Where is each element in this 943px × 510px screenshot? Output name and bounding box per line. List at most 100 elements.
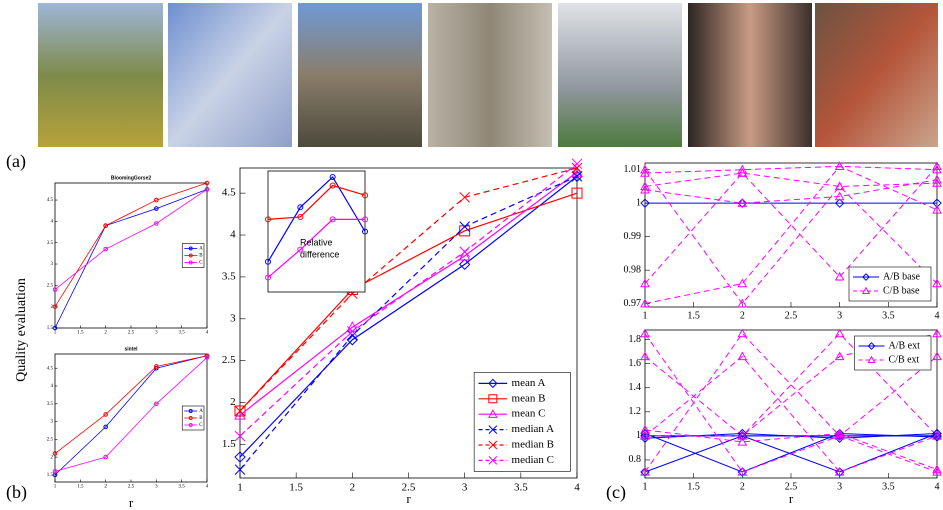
x-tick-label: 3 (155, 485, 158, 490)
y-tick-label: 3.5 (47, 402, 54, 407)
photo (815, 3, 938, 147)
x-tick-label: 4 (935, 310, 940, 321)
y-tick-label: 4 (230, 229, 236, 241)
photo (428, 3, 552, 147)
legend-label: median A (512, 423, 555, 435)
x-tick-label: 3.5 (179, 485, 186, 490)
y-tick-label: 1.5 (47, 473, 54, 478)
y-tick-label: 1.5 (47, 326, 54, 331)
y-tick-label: 2.5 (47, 437, 54, 442)
y-tick-label: 4.5 (47, 198, 54, 203)
x-tick-label: 2 (740, 310, 745, 321)
y-tick-label: 1.01 (624, 164, 642, 175)
x-tick-label: 4 (935, 481, 940, 492)
y-tick-label: 0.97 (624, 298, 642, 309)
legend-label: median C (512, 454, 554, 466)
panel-label: (a) (6, 151, 26, 172)
x-tick-label: 1.5 (77, 331, 84, 336)
x-tick-label: 1 (643, 481, 648, 492)
y-tick-label: 0.8 (629, 454, 642, 465)
x-tick-label: 3 (462, 481, 468, 493)
y-tick-label: 3 (51, 262, 54, 267)
legend: A/B extC/B ext (855, 336, 932, 370)
x-tick-label: 3.5 (514, 481, 528, 493)
annotation: difference (300, 249, 339, 259)
x-tick-label: 1 (643, 310, 648, 321)
x-tick-label: 2 (350, 481, 356, 493)
y-tick-label: 3 (230, 312, 236, 324)
legend: ABC (182, 406, 204, 430)
legend: ABC (182, 244, 204, 268)
x-tick-label: 1.5 (77, 485, 84, 490)
legend-label: A (199, 409, 203, 414)
chart: Relative difference (266, 171, 368, 292)
x-tick-label: 2.5 (128, 485, 135, 490)
x-tick-label: 1.5 (687, 481, 700, 492)
y-tick-label: 1 (636, 197, 641, 208)
x-tick-label: 2.5 (785, 310, 798, 321)
y-tick-label: 3.5 (222, 270, 236, 282)
legend-label: A/B base (883, 271, 921, 282)
y-tick-label: 2 (51, 455, 54, 460)
x-tick-label: 4 (206, 485, 209, 490)
y-tick-label: 4 (51, 384, 54, 389)
plot-frame (268, 171, 365, 292)
x-axis-label: r (789, 491, 794, 506)
legend-label: median B (512, 439, 554, 451)
x-tick-label: 1 (237, 481, 243, 493)
x-tick-label: 1 (54, 485, 57, 490)
x-tick-label: 4 (206, 331, 209, 336)
legend-label: C/B ext (889, 354, 920, 365)
legend-label: mean C (512, 408, 546, 420)
legend: A/B base C/B base (849, 267, 931, 301)
y-tick-label: 2.5 (47, 283, 54, 288)
chart-title: sintel (124, 346, 138, 352)
legend: mean A mean B mean C median A median B median… (474, 372, 570, 471)
y-tick-label: 1.6 (629, 358, 642, 369)
x-tick-label: 3 (155, 331, 158, 336)
legend-label: A (199, 247, 203, 252)
y-tick-label: 0.99 (624, 231, 642, 242)
figure: (a) (b) (c) Quality evaluation 11.522.53… (0, 0, 943, 510)
y-tick-label: 3.5 (47, 241, 54, 246)
photo (168, 3, 292, 147)
y-tick-label: 1.8 (629, 334, 642, 345)
y-tick-label: 1.5 (222, 438, 236, 450)
x-tick-label: 1 (54, 331, 57, 336)
x-tick-label: 2.5 (128, 331, 135, 336)
annotation: Relative (300, 237, 333, 247)
y-tick-label: 1.4 (629, 382, 642, 393)
y-tick-label: 2.5 (222, 354, 236, 366)
chart: 11.522.533.540.970.980.9911.01A/B baseC/… (624, 162, 942, 321)
x-tick-label: 3.5 (882, 310, 895, 321)
x-tick-label: 3 (837, 481, 842, 492)
legend-label: C/B base (883, 285, 920, 296)
x-tick-label: 4 (574, 481, 580, 493)
x-axis-label: r (406, 491, 411, 506)
panel-label: (b) (6, 482, 27, 503)
y-axis-label: Quality evaluation (14, 278, 29, 382)
photo (558, 3, 682, 147)
y-tick-label: 4.5 (47, 366, 54, 371)
legend-label: mean A (512, 377, 546, 389)
x-tick-label: 3.5 (882, 481, 895, 492)
y-tick-label: 4 (51, 220, 54, 225)
y-tick-label: 3 (51, 420, 54, 425)
x-tick-label: 2 (740, 481, 745, 492)
x-tick-label: 2 (104, 485, 107, 490)
chart-title: BloomingGorse2 (111, 175, 152, 181)
x-tick-label: 3 (837, 310, 842, 321)
x-tick-label: 1.5 (289, 481, 303, 493)
photo-strip (38, 3, 938, 147)
chart: 1 1.5 2 2.5 3 3.5 4 1.5 2 2.5 3 3.5 4 4.5 sintel r ABC (47, 346, 209, 510)
panel-label: (c) (606, 482, 626, 503)
x-axis-label: r (129, 495, 134, 510)
y-tick-label: 4.5 (222, 187, 236, 199)
x-tick-label: 3.5 (179, 331, 186, 336)
legend-label: mean B (512, 392, 546, 404)
photo (688, 3, 812, 147)
x-tick-label: 1.5 (687, 310, 700, 321)
x-tick-label: 2 (104, 331, 107, 336)
